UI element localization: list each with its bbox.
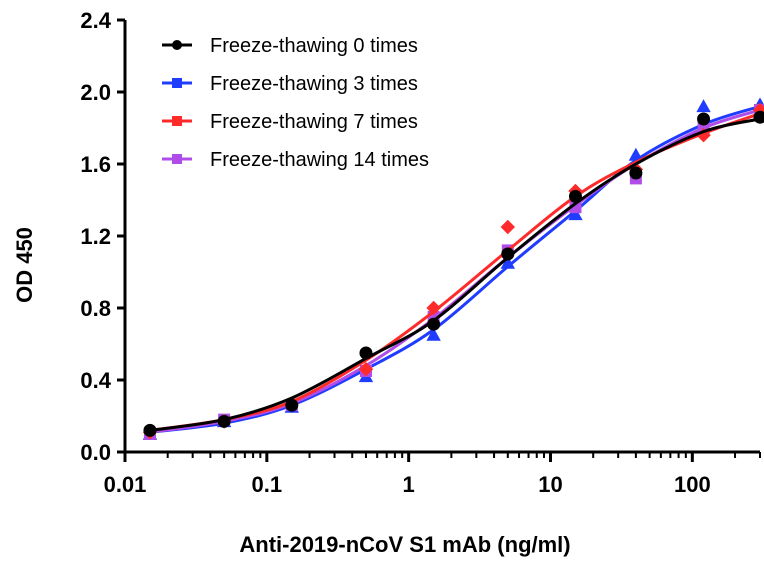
legend-marker [172,154,182,164]
legend-label: Freeze-thawing 14 times [210,149,429,171]
data-point [697,112,711,126]
data-point [426,327,441,341]
legend-label: Freeze-thawing 3 times [210,73,418,95]
data-point [500,255,516,269]
data-point [628,147,644,161]
axes: 0.0 0.4 0.8 1.2 1.6 2.0 2.4 0.01 0.1 1 10 100 [80,8,761,497]
y-tick-label: 0.8 [80,296,111,321]
y-tick-label: 2.4 [80,8,111,33]
x-tick-label: 0.01 [104,472,147,497]
data-point [568,207,583,221]
legend-item-1: Freeze-thawing 3 times [162,73,418,95]
y-tick-label: 0.0 [80,440,111,465]
legend-marker [172,78,182,88]
legend-label: Freeze-thawing 0 times [210,35,418,57]
legend-marker [172,40,182,50]
x-tick-label: 10 [538,472,562,497]
x-tick-label: 0.1 [252,472,283,497]
y-tick-label: 1.2 [80,224,111,249]
data-point [358,362,374,377]
y-axis-title: OD 450 [12,227,37,303]
data-point [426,300,441,316]
series-0 [143,110,764,437]
data-point [696,99,711,113]
x-tick-label: 100 [674,472,711,497]
legend-item-2: Freeze-thawing 7 times [162,111,418,133]
x-tick-label: 1 [403,472,415,497]
data-point [753,110,764,124]
data-point [143,423,157,437]
data-point [501,247,515,261]
data-point [500,219,516,235]
data-point [568,189,582,203]
legend-marker [172,116,182,126]
data-point [217,414,231,428]
series-layer [142,97,764,440]
data-point [285,398,299,412]
legend-item-0: Freeze-thawing 0 times [162,35,418,57]
legend: Freeze-thawing 0 times Freeze-thawing 3 t… [162,35,429,171]
legend-item-3: Freeze-thawing 14 times [162,149,429,171]
data-point [359,346,373,360]
y-tick-label: 0.4 [80,368,111,393]
data-point [427,317,441,331]
y-tick-label: 1.6 [80,152,111,177]
legend-label: Freeze-thawing 7 times [210,111,418,133]
series-line [149,117,761,432]
series-line [149,104,761,434]
x-axis-title: Anti-2019-nCoV S1 mAb (ng/ml) [239,532,570,557]
y-tick-label: 2.0 [80,80,111,105]
data-point [629,166,643,180]
